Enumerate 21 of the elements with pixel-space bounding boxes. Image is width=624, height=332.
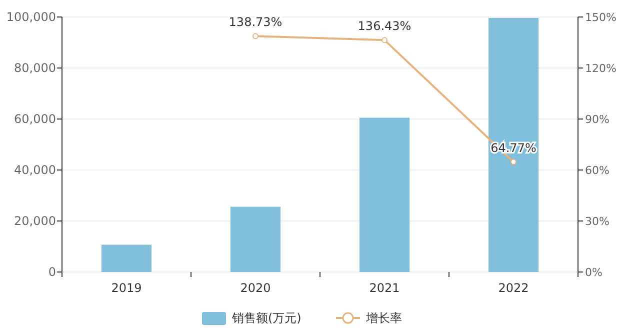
bar: [102, 244, 152, 272]
x-tick-label: 2021: [369, 281, 400, 295]
legend-label: 增长率: [365, 311, 402, 325]
y2-tick-label: 150%: [585, 11, 616, 24]
bar: [360, 118, 410, 272]
point: [382, 37, 388, 44]
bar: [488, 18, 538, 272]
legend-label: 销售额(万元): [231, 311, 302, 325]
y2-tick-label: 0%: [585, 266, 602, 279]
bar: [230, 206, 280, 272]
y2-tick-label: 90%: [585, 113, 610, 126]
y2-tick-label: 30%: [585, 215, 610, 228]
data-label: 138.73%: [228, 15, 282, 30]
data-label: 136.43%: [358, 19, 412, 34]
point: [510, 158, 516, 165]
y2-tick-label: 120%: [585, 62, 616, 75]
x-tick-label: 2022: [498, 281, 529, 295]
x-tick-label: 2020: [240, 281, 271, 295]
y2-tick-label: 60%: [585, 164, 610, 177]
x-tick-label: 2019: [111, 281, 142, 295]
point: [252, 33, 258, 40]
